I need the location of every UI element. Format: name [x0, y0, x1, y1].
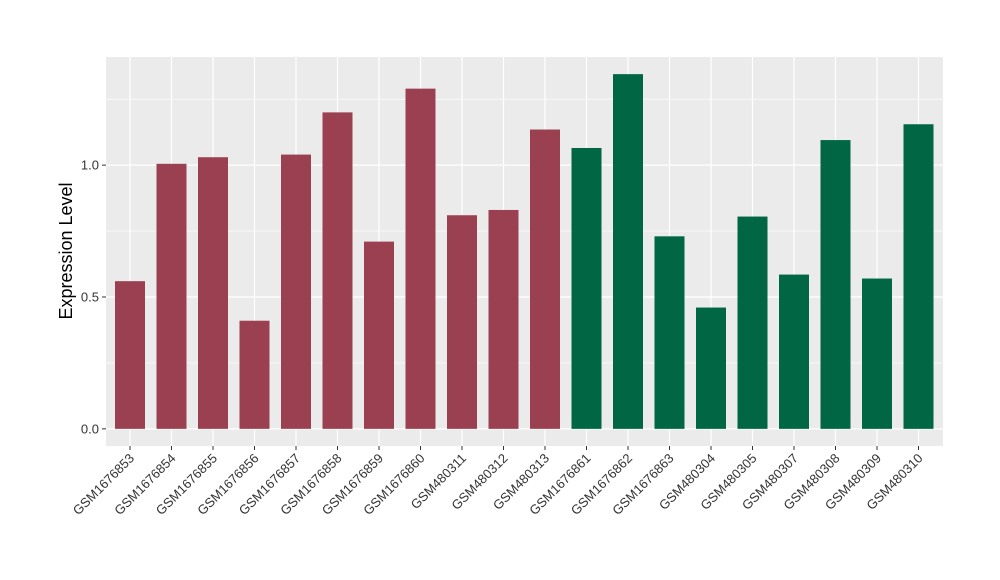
y-axis-title: Expression Level — [56, 182, 76, 319]
bar — [115, 281, 145, 429]
bar — [862, 278, 892, 429]
y-tick-label: 1.0 — [81, 158, 99, 173]
bar — [281, 154, 311, 429]
bar — [198, 157, 228, 429]
bar — [737, 216, 768, 429]
bar — [903, 124, 934, 429]
bar — [654, 236, 685, 429]
bar — [779, 274, 809, 429]
bar — [820, 140, 851, 429]
plot-panel — [106, 57, 943, 446]
y-tick-label: 0.0 — [81, 421, 99, 436]
bar — [322, 112, 353, 429]
bar — [613, 74, 643, 429]
bar — [405, 88, 436, 429]
bar — [447, 215, 477, 429]
bar — [696, 307, 726, 429]
bar — [530, 129, 560, 429]
bar — [239, 320, 270, 429]
bars — [115, 74, 934, 429]
bar — [488, 209, 519, 429]
bar — [156, 163, 187, 429]
x-axis: GSM1676853GSM1676854GSM1676855GSM1676856… — [70, 446, 926, 518]
bar — [364, 241, 394, 429]
bar — [571, 147, 602, 429]
y-axis: 0.0 0.5 1.0 — [81, 158, 106, 436]
y-tick-label: 0.5 — [81, 289, 99, 304]
